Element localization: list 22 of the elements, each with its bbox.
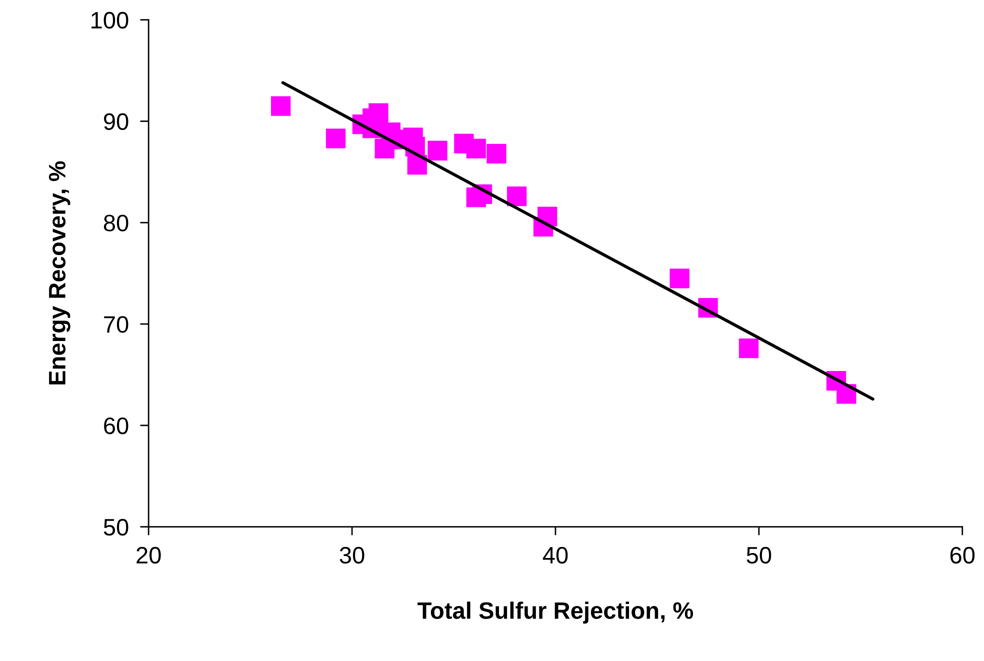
x-tick-label: 50 bbox=[746, 546, 772, 564]
x-tick-label: 40 bbox=[542, 546, 568, 564]
y-tick-label: 60 bbox=[104, 417, 128, 434]
x-tick-label: 30 bbox=[340, 546, 364, 564]
x-tick-label: 20 bbox=[136, 546, 161, 564]
point bbox=[738, 338, 759, 358]
y-axis-title: Energy Recovery, % bbox=[48, 161, 70, 384]
point bbox=[486, 144, 506, 164]
point bbox=[271, 96, 291, 116]
x-axis-title: Total Sulfur Rejection, % bbox=[418, 602, 694, 624]
y-tick-label: 50 bbox=[104, 518, 128, 536]
point bbox=[506, 186, 527, 206]
y-tick-label: 100 bbox=[92, 12, 128, 29]
y-tick-label: 80 bbox=[104, 214, 128, 232]
y-tick-label: 70 bbox=[104, 316, 128, 333]
point bbox=[407, 155, 427, 175]
x-tick-label: 60 bbox=[950, 546, 975, 564]
point bbox=[428, 140, 448, 160]
y-tick-label: 90 bbox=[104, 113, 128, 130]
point bbox=[466, 138, 486, 158]
point bbox=[670, 268, 690, 288]
point bbox=[326, 128, 346, 148]
